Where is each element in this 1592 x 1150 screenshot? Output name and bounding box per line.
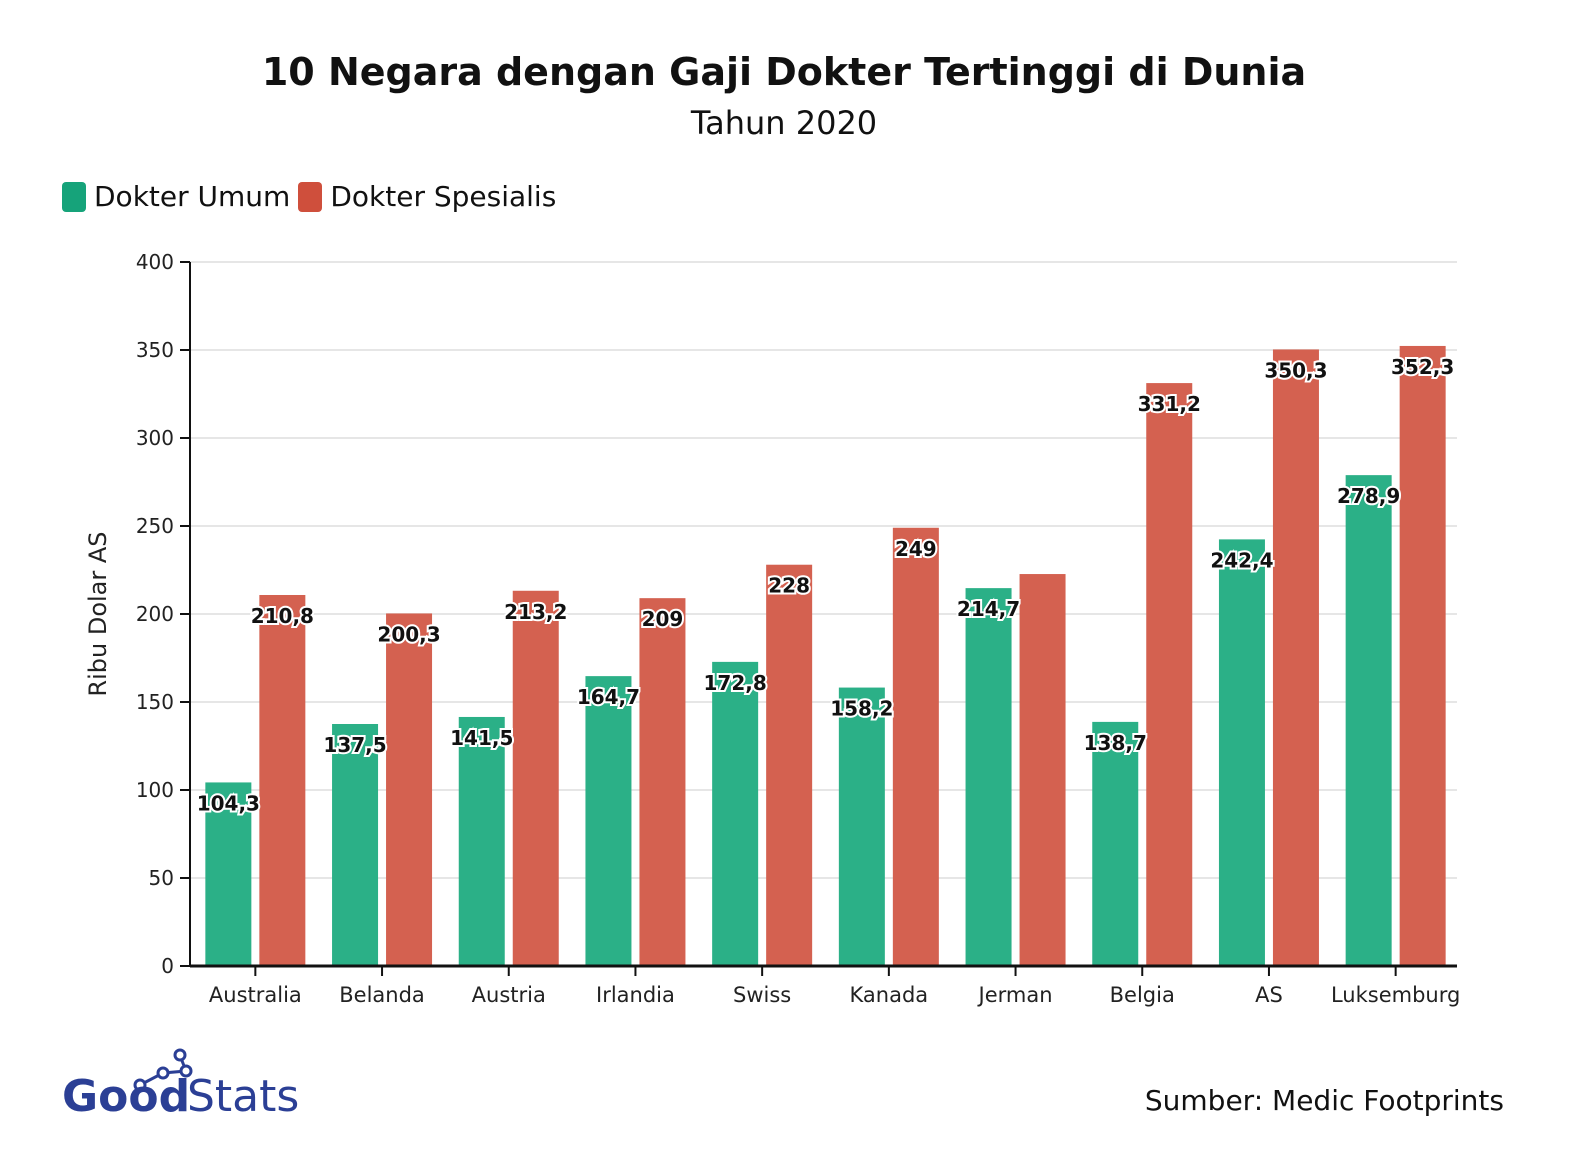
bar-spesialis [892,527,939,966]
data-label: 141,5 [450,726,513,750]
x-tick-label: Belgia [1110,983,1175,1007]
bar-umum [458,716,505,966]
bar-umum [1345,475,1392,966]
data-label: 352,3 [1391,355,1454,379]
bar-chart: 0 50 100 150 200 250 300 350 400 Ribu Dolar AS Aus… [84,250,1460,1007]
legend-label: Dokter Spesialis [330,180,557,213]
bar-umum [1218,539,1265,966]
bar-umum [205,782,252,966]
data-label: 213,2 [504,600,567,624]
y-tick-label: 350 [136,338,174,362]
y-axis-label: Ribu Dolar AS [84,531,112,696]
data-label: 228 [768,574,810,598]
bar-spesialis [1399,345,1446,966]
bar-spesialis [1146,383,1193,966]
bar-umum [332,724,379,966]
bar-spesialis [1272,349,1319,966]
legend-label: Dokter Umum [94,180,291,213]
legend-swatch-spesialis [298,181,323,212]
svg-text:Good: Good [62,1071,190,1117]
y-tick-label: 0 [161,954,174,978]
bar-spesialis [639,598,686,966]
bar-umum [1092,721,1139,966]
data-label: 200,3 [377,622,440,646]
data-label: 164,7 [577,685,640,709]
bar-umum [838,687,885,966]
svg-text:Stats: Stats [187,1071,299,1117]
chart-subtitle: Tahun 2020 [690,104,878,142]
x-tick-label: AS [1255,983,1283,1007]
data-label: 137,5 [323,733,386,757]
source-note: Sumber: Medic Footprints [1144,1084,1504,1117]
goodstats-logo: Good Stats [60,1045,300,1122]
legend: Dokter Umum Dokter Spesialis [62,180,564,213]
data-label: 172,8 [704,671,767,695]
x-tick-label: Irlandia [596,983,675,1007]
data-label: 214,7 [957,597,1020,621]
data-label: 138,7 [1084,731,1147,755]
y-tick-label: 50 [149,866,174,890]
x-tick-label: Belanda [339,983,425,1007]
x-tick-label: Luksemburg [1331,983,1460,1007]
data-label: 210,8 [251,604,314,628]
legend-item-umum: Dokter Umum [62,180,290,213]
bar-spesialis [386,613,433,966]
bar-umum [712,661,759,966]
bar-spesialis [512,590,559,966]
data-label: 104,3 [197,791,260,815]
data-label: 278,9 [1337,484,1400,508]
chart-title: 10 Negara dengan Gaji Dokter Tertinggi d… [261,50,1307,94]
y-tick-label: 100 [136,778,174,802]
data-label: 158,2 [830,697,893,721]
y-tick-label: 250 [136,514,174,538]
bar-umum [965,588,1012,966]
x-tick-label: Jerman [977,983,1053,1007]
y-tick-label: 200 [136,602,174,626]
data-label: 249 [895,537,937,561]
y-tick-label: 400 [136,250,174,274]
x-tick-label: Australia [209,983,302,1007]
bar-spesialis [259,594,306,966]
bar-umum [585,676,632,966]
x-tick-label: Kanada [850,983,929,1007]
y-tick-label: 300 [136,426,174,450]
data-label: 350,3 [1264,358,1327,382]
data-label: 209 [642,607,684,631]
bar-spesialis [1019,574,1066,966]
bar-spesialis [766,564,813,966]
x-tick-label: Swiss [733,983,791,1007]
data-label: 331,2 [1138,392,1201,416]
x-tick-label: Austria [472,983,546,1007]
legend-item-spesialis: Dokter Spesialis [298,180,556,213]
data-label: 242,4 [1210,548,1273,572]
y-tick-label: 150 [136,690,174,714]
legend-swatch-umum [62,181,86,212]
